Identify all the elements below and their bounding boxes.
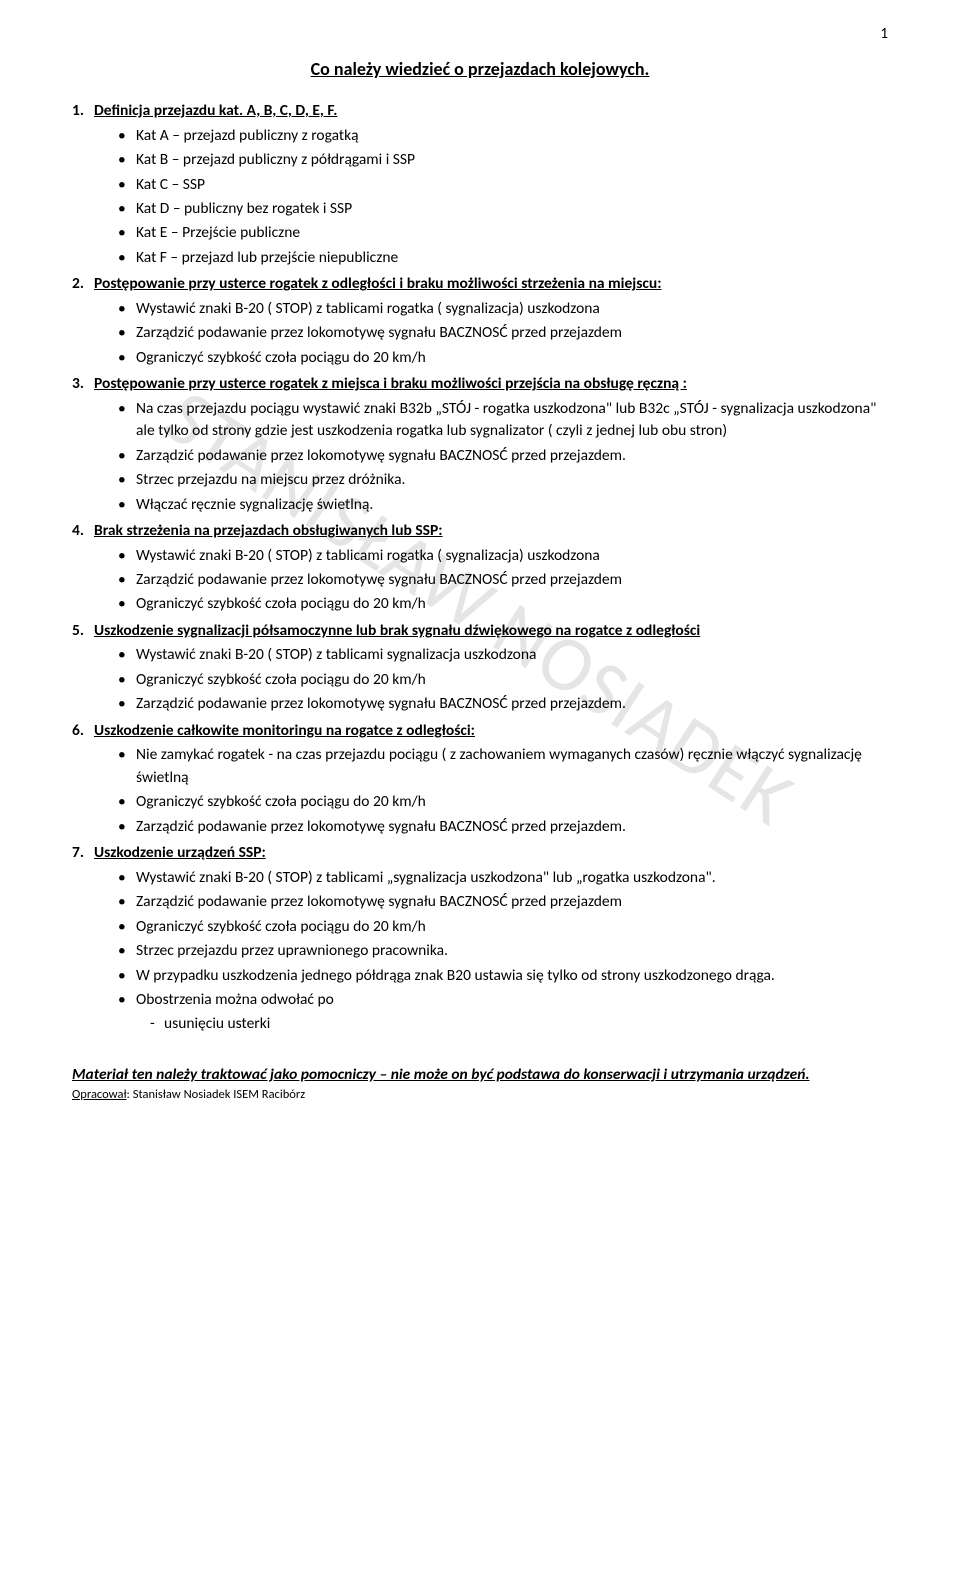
bullet-item: Zarządzić podawanie przez lokomotywę syg… xyxy=(118,693,888,715)
section-heading: 6.Uszkodzenie całkowite monitoringu na r… xyxy=(72,720,888,742)
section-heading-text: Definicja przejazdu kat. A, B, C, D, E, … xyxy=(94,101,337,120)
bullet-item: Zarządzić podawanie przez lokomotywę syg… xyxy=(118,322,888,344)
section-number: 5. xyxy=(72,620,94,642)
section-heading-text: Postępowanie przy usterce rogatek z miej… xyxy=(94,374,687,393)
section-heading-text: Uszkodzenie całkowite monitoringu na rog… xyxy=(94,721,475,740)
bullet-item: Strzec przejazdu na miejscu przez dróżni… xyxy=(118,469,888,491)
section-number: 7. xyxy=(72,842,94,864)
document-footer: Materiał ten należy traktować jako pomoc… xyxy=(72,1064,888,1105)
section-heading: 4.Brak strzeżenia na przejazdach obsługi… xyxy=(72,520,888,542)
bullet-item: Zarządzić podawanie przez lokomotywę syg… xyxy=(118,816,888,838)
bullet-list: Nie zamykać rogatek - na czas przejazdu … xyxy=(72,744,888,838)
section-heading: 7.Uszkodzenie urządzeń SSP: xyxy=(72,842,888,864)
section-heading: 1.Definicja przejazdu kat. A, B, C, D, E… xyxy=(72,100,888,122)
bullet-item: Kat A – przejazd publiczny z rogatką xyxy=(118,125,888,147)
section-number: 6. xyxy=(72,720,94,742)
section-heading: 2.Postępowanie przy usterce rogatek z od… xyxy=(72,273,888,295)
page-number: 1 xyxy=(880,24,888,46)
bullet-item: Kat B – przejazd publiczny z półdrągami … xyxy=(118,149,888,171)
section-heading-text: Brak strzeżenia na przejazdach obsługiwa… xyxy=(94,521,443,540)
bullet-item: Wystawić znaki B-20 ( STOP) z tablicami … xyxy=(118,545,888,567)
bullet-list: Wystawić znaki B-20 ( STOP) z tablicami … xyxy=(72,867,888,1012)
bullet-list: Wystawić znaki B-20 ( STOP) z tablicami … xyxy=(72,545,888,616)
footer-author-name: : Stanisław Nosiadek ISEM Racibórz xyxy=(127,1087,306,1102)
dash-item: usunięciu usterki xyxy=(150,1013,888,1035)
bullet-item: Kat E – Przejście publiczne xyxy=(118,222,888,244)
bullet-item: Wystawić znaki B-20 ( STOP) z tablicami … xyxy=(118,644,888,666)
dash-list: usunięciu usterki xyxy=(72,1013,888,1035)
bullet-item: Kat C – SSP xyxy=(118,174,888,196)
bullet-item: Obostrzenia można odwołać po xyxy=(118,989,888,1011)
footer-author: Opracował: Stanisław Nosiadek ISEM Racib… xyxy=(72,1086,888,1104)
bullet-item: W przypadku uszkodzenia jednego półdrąga… xyxy=(118,965,888,987)
bullet-item: Ograniczyć szybkość czoła pociągu do 20 … xyxy=(118,669,888,691)
bullet-item: Włączać ręcznie sygnalizację świetlną. xyxy=(118,494,888,516)
document-body: 1.Definicja przejazdu kat. A, B, C, D, E… xyxy=(72,100,888,1036)
bullet-item: Kat F – przejazd lub przejście niepublic… xyxy=(118,247,888,269)
footer-note: Materiał ten należy traktować jako pomoc… xyxy=(72,1064,888,1086)
bullet-item: Ograniczyć szybkość czoła pociągu do 20 … xyxy=(118,791,888,813)
bullet-item: Kat D – publiczny bez rogatek i SSP xyxy=(118,198,888,220)
bullet-list: Wystawić znaki B-20 ( STOP) z tablicami … xyxy=(72,644,888,715)
section-number: 4. xyxy=(72,520,94,542)
section-heading: 3.Postępowanie przy usterce rogatek z mi… xyxy=(72,373,888,395)
section-heading-text: Uszkodzenie urządzeń SSP: xyxy=(94,843,266,862)
bullet-item: Ograniczyć szybkość czoła pociągu do 20 … xyxy=(118,347,888,369)
bullet-list: Na czas przejazdu pociągu wystawić znaki… xyxy=(72,398,888,516)
bullet-list: Wystawić znaki B-20 ( STOP) z tablicami … xyxy=(72,298,888,369)
bullet-item: Wystawić znaki B-20 ( STOP) z tablicami … xyxy=(118,298,888,320)
bullet-item: Ograniczyć szybkość czoła pociągu do 20 … xyxy=(118,916,888,938)
bullet-list: Kat A – przejazd publiczny z rogatkąKat … xyxy=(72,125,888,270)
bullet-item: Zarządzić podawanie przez lokomotywę syg… xyxy=(118,891,888,913)
bullet-item: Wystawić znaki B-20 ( STOP) z tablicami … xyxy=(118,867,888,889)
bullet-item: Strzec przejazdu przez uprawnionego prac… xyxy=(118,940,888,962)
bullet-item: Nie zamykać rogatek - na czas przejazdu … xyxy=(118,744,888,789)
section-heading: 5.Uszkodzenie sygnalizacji półsamoczynne… xyxy=(72,620,888,642)
section-number: 3. xyxy=(72,373,94,395)
section-number: 1. xyxy=(72,100,94,122)
section-heading-text: Postępowanie przy usterce rogatek z odle… xyxy=(94,274,661,293)
bullet-item: Ograniczyć szybkość czoła pociągu do 20 … xyxy=(118,593,888,615)
bullet-item: Zarządzić podawanie przez lokomotywę syg… xyxy=(118,569,888,591)
footer-author-label: Opracował xyxy=(72,1087,127,1102)
bullet-item: Na czas przejazdu pociągu wystawić znaki… xyxy=(118,398,888,443)
bullet-item: Zarządzić podawanie przez lokomotywę syg… xyxy=(118,445,888,467)
section-number: 2. xyxy=(72,273,94,295)
section-heading-text: Uszkodzenie sygnalizacji półsamoczynne l… xyxy=(94,621,700,640)
document-title: Co należy wiedzieć o przejazdach kolejow… xyxy=(72,56,888,82)
